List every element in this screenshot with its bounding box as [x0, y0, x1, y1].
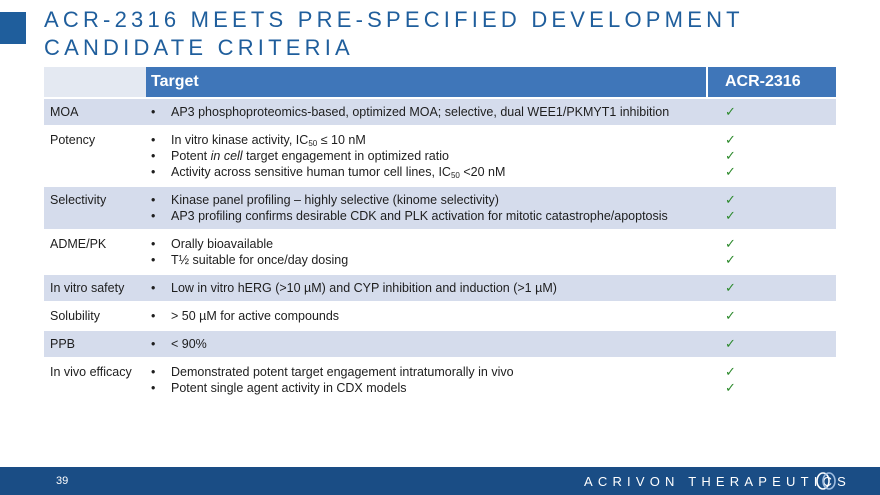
check-mark-icon: ✓	[725, 132, 736, 147]
check-mark-icon: ✓	[725, 104, 736, 119]
checks-list: ✓	[725, 308, 736, 324]
acrivon-logo-icon	[816, 472, 836, 490]
bullet-icon: •	[151, 365, 156, 379]
table-row: MOA • AP3 phosphoproteomics-based, optimiz…	[44, 97, 836, 125]
criteria-list: • In vitro kinase activity, IC50 ≤ 10 nM •…	[44, 127, 836, 185]
criterion-item: • Kinase panel profiling – highly selecti…	[151, 193, 499, 207]
check-mark-icon: ✓	[725, 164, 736, 179]
checks-list: ✓ ✓	[725, 364, 736, 396]
bullet-icon: •	[151, 149, 156, 163]
row-label: In vivo efficacy	[50, 365, 132, 379]
criterion-item: • Low in vitro hERG (>10 µM) and CYP inhi…	[151, 281, 557, 295]
criteria-list: • > 50 µM for active compounds	[44, 303, 836, 329]
bullet-icon: •	[151, 309, 156, 323]
criterion-item: • > 50 µM for active compounds	[151, 309, 340, 323]
criteria-table: Target ACR-2316 MOA • AP3 phosphoproteomic…	[44, 67, 836, 401]
table-header: Target ACR-2316	[44, 67, 836, 97]
criteria-list: • Orally bioavailable • T½ suitable for onc…	[44, 231, 836, 273]
criterion-item: • AP3 phosphoproteomics-based, optimized …	[151, 105, 670, 119]
criteria-list: • Kinase panel profiling – highly selecti…	[44, 187, 836, 229]
bullet-icon: •	[151, 133, 156, 147]
table-row: Selectivity • Kinase panel profiling – hig…	[44, 185, 836, 229]
brand-name: ACRIVON THERAPEUTICS	[584, 474, 852, 489]
page-number: 39	[56, 475, 69, 487]
slide-title: ACR-2316 MEETS PRE-SPECIFIED DEVELOPMENT…	[44, 7, 744, 60]
check-mark-icon: ✓	[725, 236, 736, 251]
header-divider	[706, 67, 708, 97]
table-body: MOA • AP3 phosphoproteomics-based, optimiz…	[44, 97, 836, 401]
criteria-list: • < 90%	[44, 331, 836, 357]
bullet-icon: •	[151, 237, 156, 251]
check-mark-icon: ✓	[725, 208, 736, 223]
footer-bar: 39 ACRIVON THERAPEUTICS	[0, 467, 880, 495]
bullet-icon: •	[151, 337, 156, 351]
row-label: Solubility	[50, 309, 101, 323]
criterion-item: • Demonstrated potent target engagement i…	[151, 365, 514, 379]
title-accent-bar	[0, 12, 26, 44]
criterion-item: • AP3 profiling confirms desirable CDK an…	[151, 209, 668, 223]
criterion-item: • Activity across sensitive human tumor c…	[151, 165, 506, 180]
row-label: ADME/PK	[50, 237, 107, 251]
bullet-icon: •	[151, 209, 156, 223]
header-compound: ACR-2316	[725, 73, 801, 90]
header-blank-cell	[44, 67, 146, 97]
bullet-icon: •	[151, 253, 156, 267]
check-mark-icon: ✓	[725, 192, 736, 207]
checks-list: ✓	[725, 280, 736, 296]
row-label: MOA	[50, 105, 79, 119]
checks-list: ✓ ✓ ✓	[725, 132, 736, 180]
table-row: PPB • < 90% ✓	[44, 329, 836, 357]
table-row: Potency • In vitro kinase activity, IC50 ≤…	[44, 125, 836, 185]
check-mark-icon: ✓	[725, 280, 736, 295]
criteria-list: • AP3 phosphoproteomics-based, optimized …	[44, 99, 836, 125]
check-mark-icon: ✓	[725, 252, 736, 267]
check-mark-icon: ✓	[725, 148, 736, 163]
row-label: PPB	[50, 337, 76, 351]
check-mark-icon: ✓	[725, 336, 736, 351]
check-mark-icon: ✓	[725, 308, 736, 323]
bullet-icon: •	[151, 165, 156, 179]
checks-list: ✓ ✓	[725, 236, 736, 268]
checks-list: ✓	[725, 104, 736, 120]
criterion-item: • < 90%	[151, 337, 207, 351]
row-label: In vitro safety	[50, 281, 125, 295]
criterion-item: • Potent in cell target engagement in opt…	[151, 149, 449, 163]
table-row: In vitro safety • Low in vitro hERG (>10 µ…	[44, 273, 836, 301]
table-row: In vivo efficacy • Demonstrated potent tar…	[44, 357, 836, 401]
row-label: Potency	[50, 133, 96, 147]
checks-list: ✓	[725, 336, 736, 352]
criteria-list: • Low in vitro hERG (>10 µM) and CYP inhi…	[44, 275, 836, 301]
row-label: Selectivity	[50, 193, 107, 207]
criterion-item: • Potent single agent activity in CDX mod…	[151, 381, 407, 395]
table-row: ADME/PK • Orally bioavailable • T½ suitable …	[44, 229, 836, 273]
criterion-item: • In vitro kinase activity, IC50 ≤ 10 nM	[151, 133, 366, 148]
header-target: Target	[151, 73, 199, 90]
bullet-icon: •	[151, 193, 156, 207]
criterion-item: • T½ suitable for once/day dosing	[151, 253, 349, 267]
checks-list: ✓ ✓	[725, 192, 736, 224]
bullet-icon: •	[151, 381, 156, 395]
criteria-list: • Demonstrated potent target engagement i…	[44, 359, 836, 401]
check-mark-icon: ✓	[725, 380, 736, 395]
table-row: Solubility • > 50 µM for active compounds ✓	[44, 301, 836, 329]
criterion-item: • Orally bioavailable	[151, 237, 274, 251]
bullet-icon: •	[151, 105, 156, 119]
bullet-icon: •	[151, 281, 156, 295]
check-mark-icon: ✓	[725, 364, 736, 379]
